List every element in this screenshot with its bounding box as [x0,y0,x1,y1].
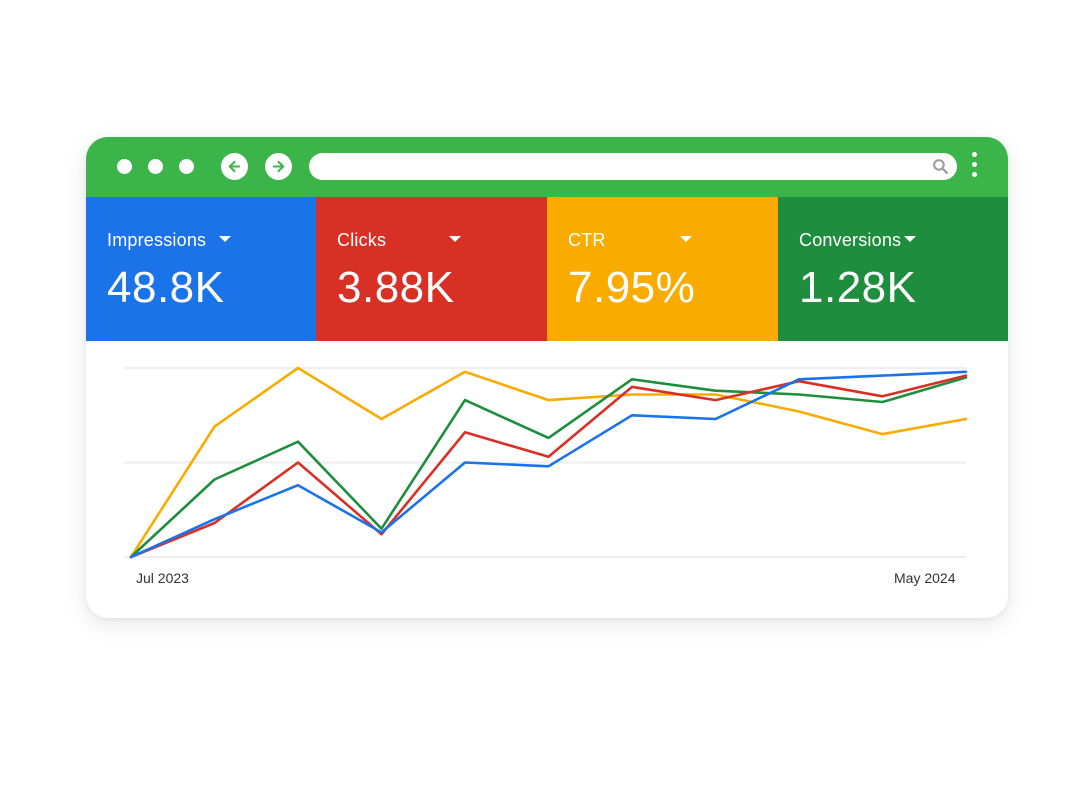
address-bar[interactable] [309,153,957,180]
metric-card-conversions[interactable]: Conversions 1.28K [778,197,1008,341]
metric-label: CTR [568,230,606,250]
metric-value: 3.88K [337,263,455,312]
back-button[interactable] [221,153,248,180]
metric-card-impressions[interactable]: Impressions 48.8K [86,197,316,341]
chevron-down-icon[interactable] [904,236,916,242]
back-arrow-icon [228,160,241,173]
forward-arrow-icon [272,160,285,173]
metric-label: Impressions [107,230,207,250]
chevron-down-icon[interactable] [680,236,692,242]
series-line-0 [129,366,968,559]
x-axis-start-label: Jul 2023 [136,570,189,586]
search-icon[interactable] [932,158,949,175]
metric-card-ctr[interactable]: CTR 7.95% [547,197,778,341]
forward-button[interactable] [265,153,292,180]
metric-value: 48.8K [107,263,225,312]
metric-value: 7.95% [568,263,696,312]
metric-label: Conversions [799,230,902,250]
line-chart [124,366,968,559]
x-axis-end-label: May 2024 [894,570,956,586]
metric-value: 1.28K [799,263,917,312]
window-dot-close[interactable] [117,159,132,174]
series-line-3 [129,370,968,559]
window-dot-maximize[interactable] [179,159,194,174]
window-dot-minimize[interactable] [148,159,163,174]
performance-chart: Jul 2023 May 2024 [86,341,1008,618]
chevron-down-icon[interactable] [219,236,231,242]
series-line-2 [129,374,968,559]
series-line-1 [129,376,968,559]
browser-window: Impressions 48.8K Clicks 3.88K CTR 7.95%… [86,137,1008,618]
chevron-down-icon[interactable] [449,236,461,242]
metric-card-clicks[interactable]: Clicks 3.88K [316,197,547,341]
browser-titlebar [86,137,1008,197]
metric-label: Clicks [337,230,387,250]
metric-cards: Impressions 48.8K Clicks 3.88K CTR 7.95%… [86,197,1008,341]
more-vertical-icon[interactable] [968,152,980,182]
